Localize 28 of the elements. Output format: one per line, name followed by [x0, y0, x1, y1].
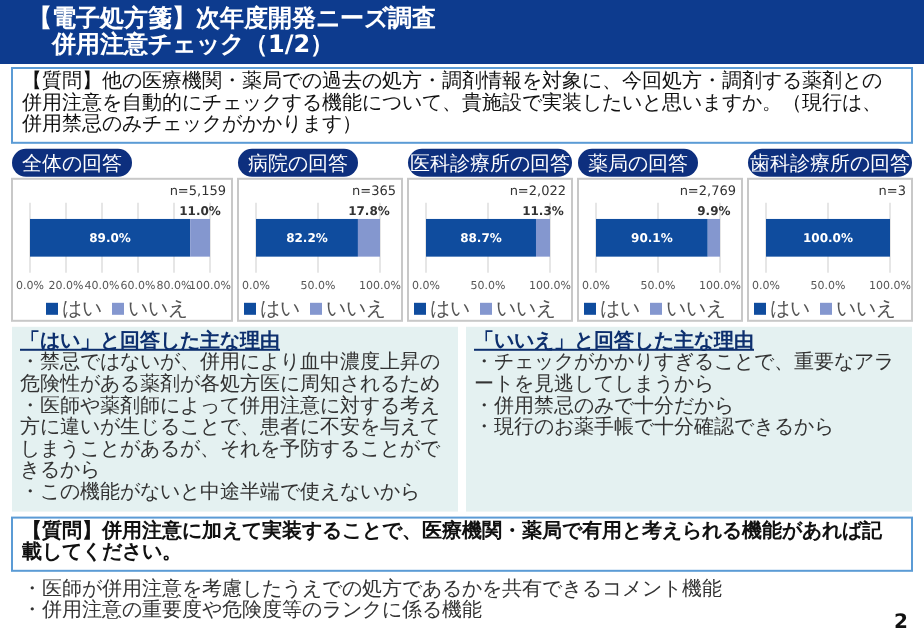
text: ・この機能がないと中途半端で使えないから: [20, 480, 420, 504]
legend-label: いいえ: [666, 298, 726, 321]
text: 【電子処方箋】次年度開発ニーズ調査: [28, 4, 436, 32]
legend-label: はい: [62, 298, 102, 321]
legend-label: はい: [770, 298, 810, 321]
text: 2: [894, 612, 909, 634]
text: ・医師が併用注意を考慮したうえでの処方であるかを共有できるコメント機能: [22, 576, 722, 601]
text: ・併用注意の重要度や危険度等のランクに係る機能: [22, 598, 482, 623]
text: 【質問】他の医療機関・薬局での過去の処方・調剤情報を対象に、今回処方・調剤する薬剤との併用注意を自動的にチェックする機能について、貴施設で実装したいと思いますか。（現行は、併用禁忌のみチェックがかかります）: [22, 69, 882, 137]
legend-label: はい: [260, 298, 300, 321]
legend-label: はい: [430, 298, 470, 321]
text: 「いいえ」と回答した主な理由: [474, 328, 754, 353]
legend-label: いいえ: [496, 298, 556, 321]
text: 【質問】併用注意に加えて実装することで、医療機関・薬局で有用と考えられる機能があれば記載してください。: [20, 518, 884, 565]
text: ・禁忌ではないが、併用により血中濃度上昇の危険性がある薬剤が各処方医に周知されるため: [20, 350, 440, 396]
text: ・現行のお薬手帳で十分確認できるから: [474, 415, 834, 440]
text: ・併用禁忌のみで十分だから: [474, 393, 734, 418]
legend-label: はい: [600, 298, 640, 321]
chart-title: 薬局の回答: [588, 151, 688, 176]
chart-title: 全体の回答: [22, 151, 122, 176]
legend-label: いいえ: [836, 298, 896, 321]
text: 併用注意チェック（1/2）: [50, 30, 335, 58]
chart-title: 病院の回答: [248, 151, 348, 176]
legend-label: いいえ: [128, 298, 188, 321]
text: ・チェックがかかりすぎることで、重要なアラートを見逃してしまうから: [474, 350, 894, 396]
text: 「はい」と回答した主な理由: [20, 328, 280, 353]
legend-label: いいえ: [326, 298, 386, 321]
text: ・医師や薬剤師によって併用注意に対する考え方に違いが生じることで、患者に不安を与えてしまうことがあるが、それを予防することができるから: [20, 393, 442, 483]
